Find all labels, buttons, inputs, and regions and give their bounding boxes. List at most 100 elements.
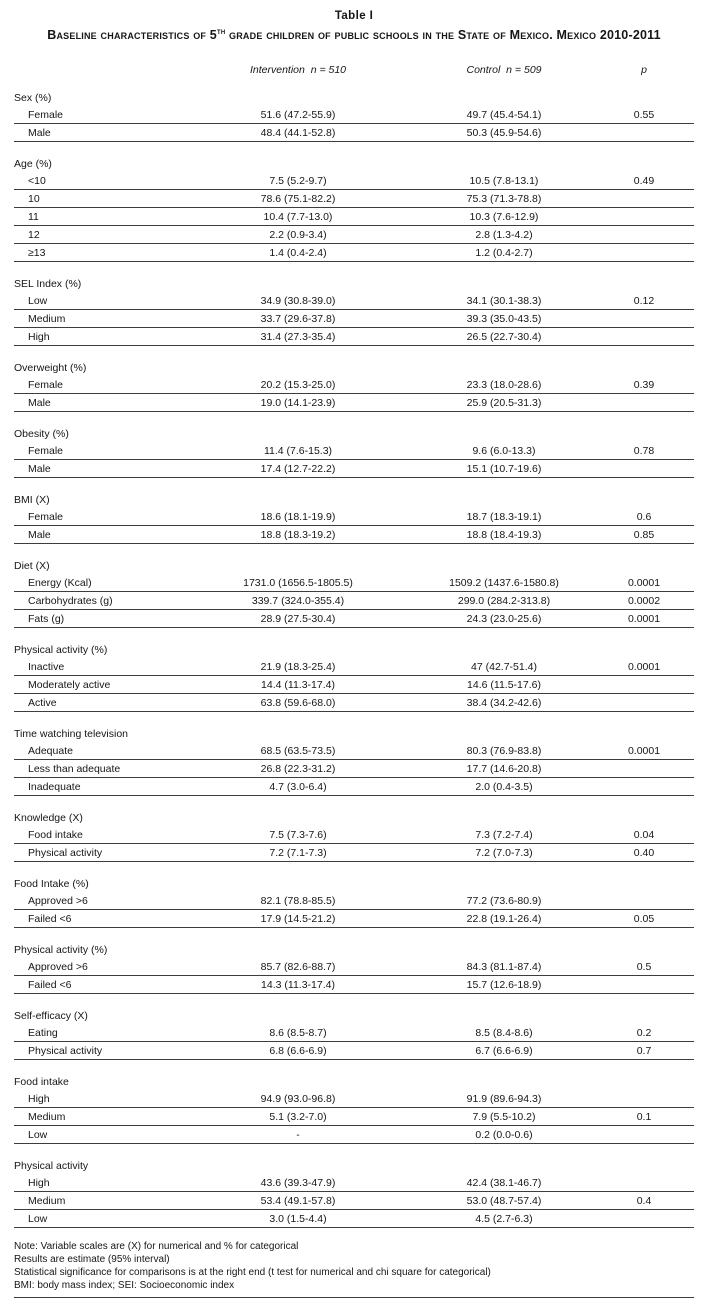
table-row: Approved >6 82.1 (78.8-85.5) 77.2 (73.6-80… bbox=[14, 892, 694, 911]
table-row: Female 51.6 (47.2-55.9) 49.7 (45.4-54.1) 0.… bbox=[14, 106, 694, 125]
table-title-post: grade children of public schools in the … bbox=[225, 28, 661, 43]
table-row: Adequate 68.5 (63.5-73.5) 80.3 (76.9-83.8)… bbox=[14, 742, 694, 761]
cell-p bbox=[594, 678, 694, 693]
row-label: 12 bbox=[28, 229, 40, 242]
cell-control: 80.3 (76.9-83.8) bbox=[466, 745, 542, 758]
row-label: High bbox=[28, 1177, 50, 1190]
cell-intervention: 28.9 (27.5-30.4) bbox=[260, 613, 336, 626]
cell-control: 9.6 (6.0-13.3) bbox=[472, 445, 536, 458]
cell-control: 77.2 (73.6-80.9) bbox=[466, 895, 542, 908]
cell-intervention: 339.7 (324.0-355.4) bbox=[251, 595, 345, 608]
section-header: Obesity (%) bbox=[14, 428, 69, 441]
section-header: SEL Index (%) bbox=[14, 278, 82, 291]
table-row: Male 19.0 (14.1-23.9) 25.9 (20.5-31.3) bbox=[14, 394, 694, 413]
cell-control: 7.9 (5.5-10.2) bbox=[472, 1111, 536, 1124]
table-section: Overweight (%) Female 20.2 (15.3-25.0) 23.3… bbox=[14, 360, 694, 413]
section-header: Age (%) bbox=[14, 158, 52, 171]
cell-intervention: 7.2 (7.1-7.3) bbox=[269, 847, 327, 860]
row-label: Adequate bbox=[28, 745, 73, 758]
section-header: Food intake bbox=[14, 1076, 69, 1089]
section-header: Knowledge (X) bbox=[14, 812, 83, 825]
table-section: Physical activity (%) Inactive 21.9 (18.3-… bbox=[14, 642, 694, 713]
table-notes: Note: Variable scales are (X) for numeri… bbox=[14, 1240, 694, 1292]
row-label: Low bbox=[28, 1213, 48, 1226]
cell-intervention: 3.0 (1.5-4.4) bbox=[269, 1213, 327, 1226]
table-title-pre: Baseline characteristics of 5 bbox=[47, 28, 217, 43]
row-label: ≥13 bbox=[28, 247, 46, 260]
section-header: Physical activity (%) bbox=[14, 644, 108, 657]
cell-p: 0.85 bbox=[633, 529, 655, 542]
row-label: Carbohydrates (g) bbox=[28, 595, 113, 608]
cell-intervention: 51.6 (47.2-55.9) bbox=[260, 109, 336, 122]
cell-intervention: 14.3 (11.3-17.4) bbox=[261, 979, 335, 992]
col-header-control: Control n = 509 bbox=[466, 64, 542, 77]
cell-intervention: 68.5 (63.5-73.5) bbox=[260, 745, 336, 758]
cell-control: 2.0 (0.4-3.5) bbox=[475, 781, 533, 794]
cell-control: 15.1 (10.7-19.6) bbox=[466, 463, 542, 476]
cell-intervention: 8.6 (8.5-8.7) bbox=[269, 1027, 327, 1040]
cell-intervention: 1.4 (0.4-2.4) bbox=[269, 247, 327, 260]
section-header: Sex (%) bbox=[14, 92, 52, 105]
cell-p bbox=[594, 780, 694, 795]
section-header: Overweight (%) bbox=[14, 362, 87, 375]
cell-control: 10.5 (7.8-13.1) bbox=[469, 175, 539, 188]
cell-intervention: 21.9 (18.3-25.4) bbox=[260, 661, 336, 674]
cell-intervention: 10.4 (7.7-13.0) bbox=[263, 211, 333, 224]
table-row: Male 48.4 (44.1-52.8) 50.3 (45.9-54.6) bbox=[14, 124, 694, 143]
cell-p: 0.39 bbox=[633, 379, 655, 392]
table-row: Male 17.4 (12.7-22.2) 15.1 (10.7-19.6) bbox=[14, 460, 694, 479]
cell-control: 26.5 (22.7-30.4) bbox=[466, 331, 542, 344]
table-row: Less than adequate 26.8 (22.3-31.2) 17.7 (… bbox=[14, 760, 694, 779]
cell-intervention: 6.8 (6.6-6.9) bbox=[269, 1045, 327, 1058]
cell-intervention: 17.9 (14.5-21.2) bbox=[260, 913, 336, 926]
row-label: Female bbox=[28, 379, 64, 392]
column-header-row: Intervention n = 510 Control n = 509 p bbox=[14, 64, 694, 76]
table-row: 11 10.4 (7.7-13.0) 10.3 (7.6-12.9) bbox=[14, 208, 694, 227]
cell-p bbox=[594, 462, 694, 477]
cell-intervention: 7.5 (7.3-7.6) bbox=[269, 829, 327, 842]
row-label: Physical activity bbox=[28, 1045, 103, 1058]
cell-control: 299.0 (284.2-313.8) bbox=[457, 595, 551, 608]
section-header: Self-efficacy (X) bbox=[14, 1010, 88, 1023]
cell-control: 18.7 (18.3-19.1) bbox=[466, 511, 542, 524]
cell-control: 25.9 (20.5-31.3) bbox=[466, 397, 542, 410]
cell-p: 0.7 bbox=[636, 1045, 652, 1058]
cell-p bbox=[594, 1212, 694, 1227]
cell-control: 0.2 (0.0-0.6) bbox=[475, 1129, 533, 1142]
cell-intervention: 4.7 (3.0-6.4) bbox=[269, 781, 327, 794]
table-row: Inadequate 4.7 (3.0-6.4) 2.0 (0.4-3.5) bbox=[14, 778, 694, 797]
table-row: Low 3.0 (1.5-4.4) 4.5 (2.7-6.3) bbox=[14, 1210, 694, 1229]
row-label: Failed <6 bbox=[28, 979, 72, 992]
row-label: Female bbox=[28, 109, 64, 122]
cell-intervention: 7.5 (5.2-9.7) bbox=[269, 175, 327, 188]
cell-p: 0.0001 bbox=[627, 577, 661, 590]
col-header-p: p bbox=[641, 64, 647, 77]
row-label: <10 bbox=[28, 175, 46, 188]
cell-control: 7.3 (7.2-7.4) bbox=[475, 829, 533, 842]
cell-intervention: 5.1 (3.2-7.0) bbox=[269, 1111, 327, 1124]
row-label: Male bbox=[28, 529, 51, 542]
table-row: Female 20.2 (15.3-25.0) 23.3 (18.0-28.6) 0.… bbox=[14, 376, 694, 395]
cell-intervention: 33.7 (29.6-37.8) bbox=[260, 313, 336, 326]
section-header: Physical activity (%) bbox=[14, 944, 108, 957]
table-row: Fats (g) 28.9 (27.5-30.4) 24.3 (23.0-25.6)… bbox=[14, 610, 694, 629]
table-title-superscript: th bbox=[216, 27, 226, 36]
table-row: High 43.6 (39.3-47.9) 42.4 (38.1-46.7) bbox=[14, 1174, 694, 1193]
cell-control: 39.3 (35.0-43.5) bbox=[466, 313, 542, 326]
table-row: Medium 53.4 (49.1-57.8) 53.0 (48.7-57.4) 0.… bbox=[14, 1192, 694, 1211]
table-row: Female 18.6 (18.1-19.9) 18.7 (18.3-19.1) 0.… bbox=[14, 508, 694, 527]
cell-p bbox=[594, 192, 694, 207]
cell-p bbox=[594, 228, 694, 243]
cell-control: 2.8 (1.3-4.2) bbox=[475, 229, 533, 242]
table-row: Energy (Kcal) 1731.0 (1656.5-1805.5) 1509.… bbox=[14, 574, 694, 593]
cell-control: 49.7 (45.4-54.1) bbox=[466, 109, 542, 122]
table-row: Low 34.9 (30.8-39.0) 34.1 (30.1-38.3) 0.12 bbox=[14, 292, 694, 311]
col-header-empty bbox=[14, 64, 182, 76]
cell-control: 91.9 (89.6-94.3) bbox=[466, 1093, 542, 1106]
cell-p: 0.2 bbox=[636, 1027, 652, 1040]
cell-control: 23.3 (18.0-28.6) bbox=[466, 379, 542, 392]
table-row: Physical activity 7.2 (7.1-7.3) 7.2 (7.0-7… bbox=[14, 844, 694, 863]
table-title: Baseline characteristics of 5th grade ch… bbox=[14, 27, 694, 42]
row-label: Approved >6 bbox=[28, 895, 88, 908]
